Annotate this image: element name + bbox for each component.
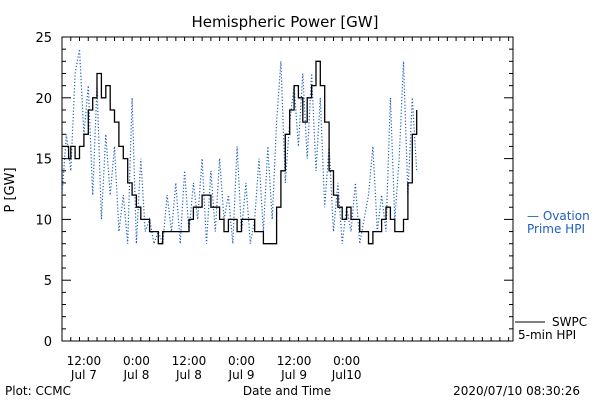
x-tick-label-date: Jul 8 [175, 368, 202, 382]
y-tick-label: 15 [35, 153, 52, 168]
legend-ovation-label-line2: Prime HPI [527, 222, 585, 236]
legend-swpc-label-line1: SWPC [552, 315, 587, 329]
x-tick-label-time: 0:00 [123, 354, 150, 368]
x-tick-label-time: 12:00 [172, 354, 207, 368]
x-tick-label-date: Jul 8 [122, 368, 149, 382]
y-tick-label: 10 [35, 213, 52, 228]
chart-title: Hemispheric Power [GW] [192, 13, 379, 31]
legend-ovation-label-line1: — Ovation [527, 209, 590, 223]
x-tick-label-date: Jul10 [331, 368, 362, 382]
x-tick-label-time: 0:00 [333, 354, 360, 368]
x-tick-label-date: Jul 9 [280, 368, 307, 382]
y-tick-label: 0 [44, 335, 52, 350]
y-tick-label: 20 [35, 92, 52, 107]
x-tick-label-date: Jul 9 [228, 368, 255, 382]
y-tick-label: 5 [44, 274, 52, 289]
series-line-swpc-5-min-hpi [62, 60, 418, 245]
y-tick-label: 25 [35, 31, 52, 46]
x-tick-label-time: 12:00 [67, 354, 102, 368]
x-tick-label-time: 12:00 [277, 354, 312, 368]
x-axis-label: Date and Time [243, 384, 331, 398]
plot-timestamp: 2020/07/10 08:30:26 [453, 384, 580, 398]
series-layer [61, 49, 418, 247]
y-axis-label: P [GW] [3, 167, 18, 212]
plot-credit: Plot: CCMC [5, 384, 71, 398]
plot-frame [61, 36, 514, 342]
legend-swpc-label-line2: 5-min HPI [518, 328, 576, 342]
series-line-ovation-prime-hpi [61, 49, 418, 247]
x-tick-label-time: 0:00 [228, 354, 255, 368]
y-axis: 0 5 10 15 20 25 [35, 31, 513, 350]
x-tick-label-date: Jul 7 [70, 368, 97, 382]
